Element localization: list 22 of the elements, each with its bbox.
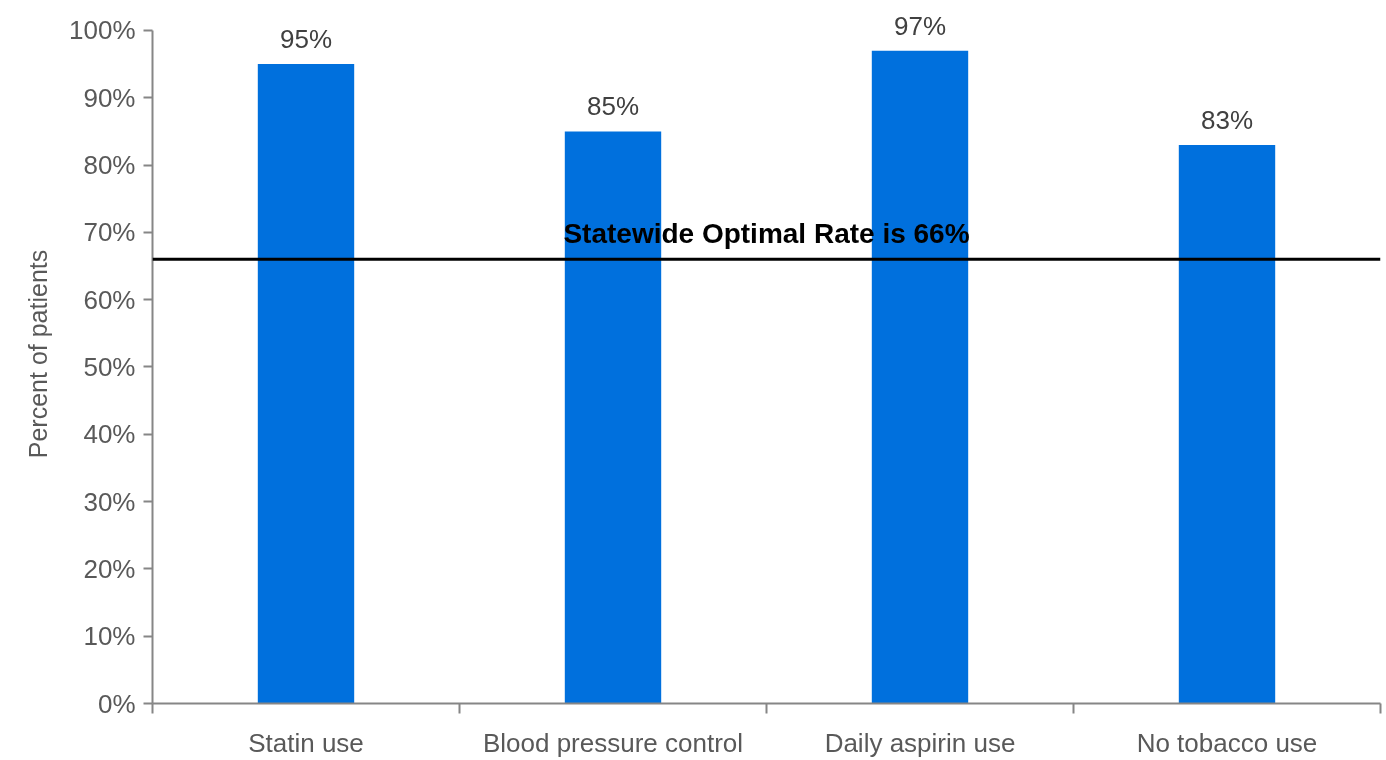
y-tick-label: 0% xyxy=(97,688,136,719)
y-tick-label: 70% xyxy=(83,217,136,248)
x-tick-label: Statin use xyxy=(248,727,364,758)
x-tick-label: Blood pressure control xyxy=(482,727,744,758)
bar xyxy=(257,64,355,704)
data-label: 95% xyxy=(279,24,333,55)
data-label: 83% xyxy=(1200,104,1254,135)
y-tick-label: 10% xyxy=(83,621,136,652)
x-tick-label: No tobacco use xyxy=(1136,727,1318,758)
y-tick-label: 50% xyxy=(83,351,136,382)
y-tick-label: 20% xyxy=(83,553,136,584)
y-tick-label: 60% xyxy=(83,284,136,315)
y-tick-label: 30% xyxy=(83,486,136,517)
y-tick-label: 40% xyxy=(83,419,136,450)
y-tick-label: 90% xyxy=(83,82,136,113)
data-label: 85% xyxy=(586,91,640,122)
bar xyxy=(1178,144,1276,704)
data-label: 97% xyxy=(893,10,947,41)
y-tick-label: 80% xyxy=(83,150,136,181)
x-tick-label: Daily aspirin use xyxy=(824,727,1016,758)
y-axis-title: Percent of patients xyxy=(24,249,52,459)
y-tick-label: 100% xyxy=(69,15,136,46)
